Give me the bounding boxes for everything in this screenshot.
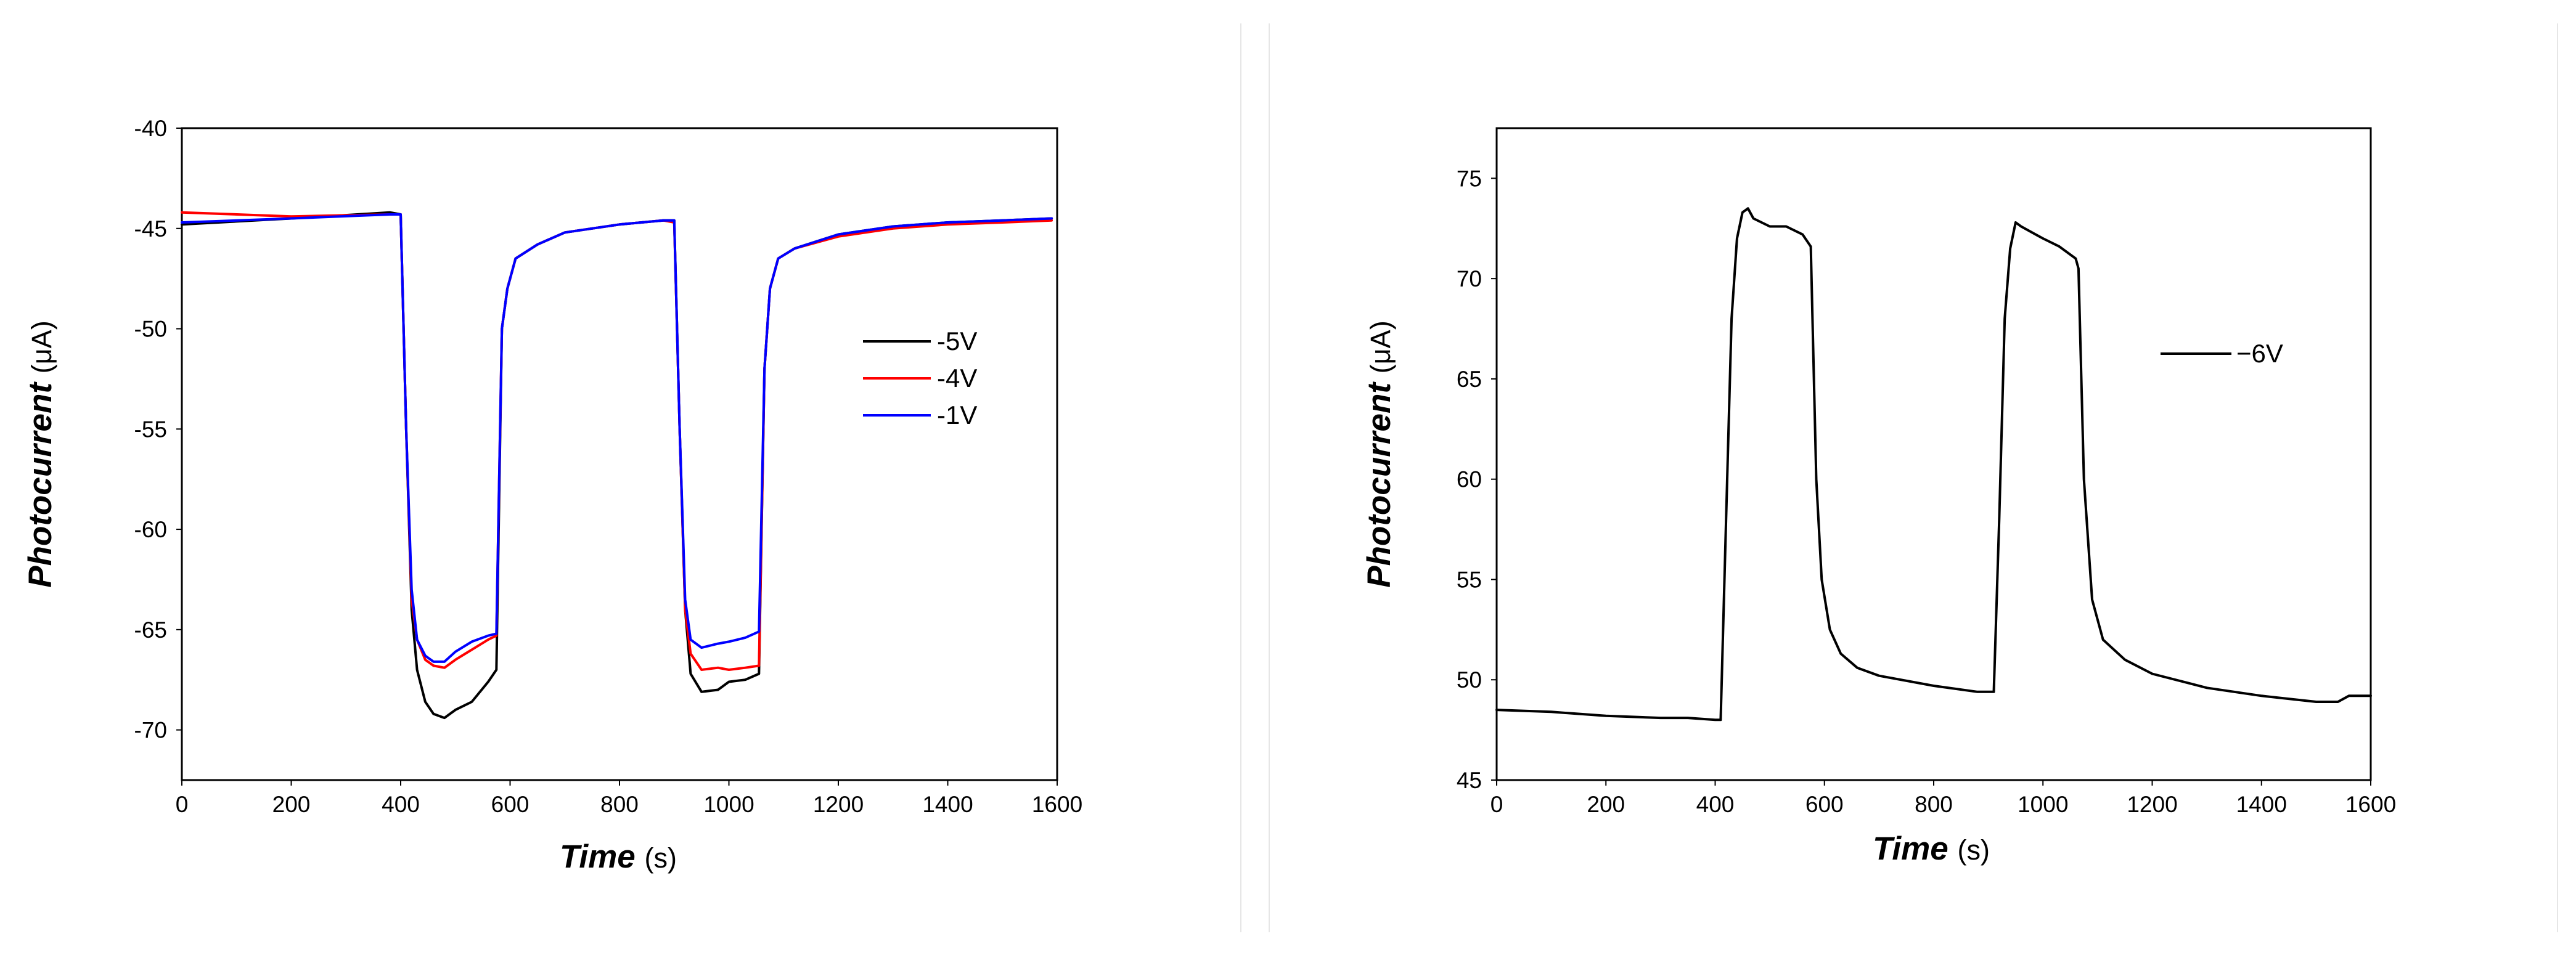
y-tick-label: 65 xyxy=(1457,367,1482,392)
y-tick-label: -40 xyxy=(134,116,167,141)
series-line-1v xyxy=(181,213,1053,663)
x-tick-label: 600 xyxy=(491,792,530,817)
x-tick-label: 0 xyxy=(1490,792,1503,817)
x-tick-label: 1200 xyxy=(2127,792,2177,817)
y-tick-label: -65 xyxy=(134,617,167,643)
y-axis-title: Photocurrent (μA) xyxy=(1361,320,1397,587)
y-tick-label: 60 xyxy=(1457,467,1482,492)
x-tick-label: 800 xyxy=(1915,792,1953,817)
x-tick-label: 1200 xyxy=(813,792,864,817)
legend: -5V -4V -1V xyxy=(863,327,977,429)
y-tick-label: 75 xyxy=(1457,166,1482,191)
x-axis-title: Time (s) xyxy=(1873,831,1990,867)
x-tick-label: 1600 xyxy=(2345,792,2396,817)
panel-divider xyxy=(2557,23,2558,932)
x-tick-label: 200 xyxy=(272,792,311,817)
x-tick-label: 1000 xyxy=(2018,792,2068,817)
y-axis-title: Photocurrent (μA) xyxy=(22,320,59,587)
y-tick-label: -45 xyxy=(134,216,167,242)
x-tick-label: 800 xyxy=(600,792,639,817)
x-tick-label: 200 xyxy=(1587,792,1625,817)
y-tick-label: 55 xyxy=(1457,567,1482,592)
legend-label: -1V xyxy=(937,401,977,429)
x-tick-label: 400 xyxy=(382,792,420,817)
x-tick-label: 1400 xyxy=(2236,792,2287,817)
y-tick-label: -50 xyxy=(134,317,167,342)
y-tick-label: 45 xyxy=(1457,768,1482,793)
y-tick-label: -60 xyxy=(134,517,167,542)
x-tick-label: 0 xyxy=(176,792,189,817)
x-tick-label: 400 xyxy=(1696,792,1735,817)
panel-divider xyxy=(1269,23,1270,932)
plot-frame xyxy=(1495,127,2372,781)
panel-divider xyxy=(1240,23,1241,932)
y-tick-label: 70 xyxy=(1457,266,1482,291)
legend-label: -4V xyxy=(937,364,977,392)
series-line-6v xyxy=(1495,207,2372,722)
x-axis-title: Time (s) xyxy=(560,839,677,875)
legend-label: −6V xyxy=(2236,339,2283,368)
y-tick-label: -55 xyxy=(134,417,167,442)
x-tick-label: 1600 xyxy=(1032,792,1082,817)
y-tick-label: -70 xyxy=(134,718,167,743)
legend-label: -5V xyxy=(937,327,977,356)
x-tick-label: 600 xyxy=(1805,792,1844,817)
legend: −6V xyxy=(2161,339,2283,368)
x-tick-label: 1000 xyxy=(703,792,754,817)
x-tick-label: 1400 xyxy=(922,792,973,817)
y-tick-label: 50 xyxy=(1457,667,1482,693)
